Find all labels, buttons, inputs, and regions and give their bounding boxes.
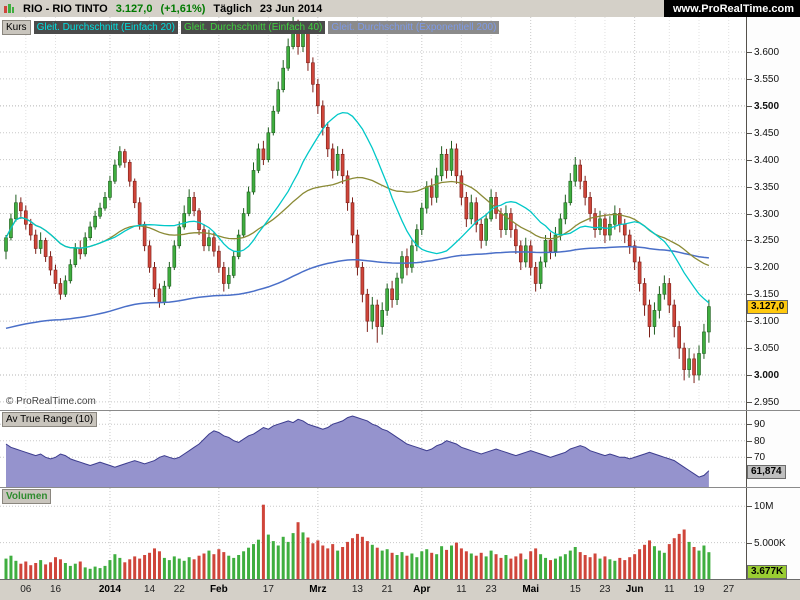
atr-chart-canvas[interactable]: [0, 411, 746, 487]
volume-label[interactable]: Volumen: [2, 489, 52, 504]
x-axis-tick: 14: [143, 584, 156, 595]
price-axis-tick: 3.450: [747, 127, 780, 139]
x-axis-tick: 27: [723, 584, 735, 595]
date-label: 23 Jun 2014: [259, 2, 323, 15]
timeframe-label: Täglich: [213, 2, 252, 15]
symbol-title: RIO - RIO TINTO: [23, 2, 108, 15]
watermark: © ProRealTime.com: [6, 396, 96, 407]
x-axis-tick: Apr: [413, 584, 431, 595]
kurs-label[interactable]: Kurs: [2, 20, 31, 35]
price-axis-tick: 3.100: [747, 316, 780, 328]
time-axis[interactable]: 06 16 2014 14 22 Feb 17 Mrz 13 21 Apr 11 23 Mai 15 23 Ju…: [0, 579, 800, 600]
price-change: (+1,61%): [160, 2, 206, 15]
volume-axis-tick: 5.000K: [747, 537, 786, 549]
x-axis-tick: Feb: [209, 584, 228, 595]
price-axis-tick: 3.050: [747, 343, 780, 355]
x-axis-tick: 15: [569, 584, 581, 595]
volume-axis[interactable]: 3.677K 10M 5.000K: [746, 488, 800, 579]
x-axis-tick: 21: [381, 584, 393, 595]
price-axis-tick: 3.350: [747, 181, 780, 193]
price-axis-tick: 2.950: [747, 396, 780, 408]
indicator-label-ema200[interactable]: Gleit. Durchschnitt (Exponentiell 200): [328, 21, 500, 34]
price-axis-tick: 3.500: [747, 100, 780, 112]
x-axis-tick: Mai: [522, 584, 540, 595]
price-axis[interactable]: 3.127,0 3.600 3.550 3.500 3.450 3.400 3.350 3.…: [746, 17, 800, 410]
price-chart-canvas[interactable]: [0, 17, 746, 410]
price-axis-tick: 3.600: [747, 46, 780, 58]
x-axis-tick: 11: [664, 584, 675, 595]
price-axis-tick: 3.300: [747, 208, 780, 220]
chart-icon: [3, 3, 15, 15]
x-axis-tick: Mrz: [309, 584, 327, 595]
indicator-chips-row: Kurs Gleit. Durchschnitt (Einfach 20) Gle…: [2, 20, 500, 35]
ma-chips: Gleit. Durchschnitt (Einfach 20) Gleit. D…: [33, 21, 500, 34]
atr-label[interactable]: Av True Range (10): [2, 412, 98, 427]
prorealtime-url: www.ProRealTime.com: [663, 0, 800, 17]
x-axis-tick: 19: [693, 584, 705, 595]
x-axis-tick: 23: [485, 584, 497, 595]
price-axis-tick: 3.200: [747, 262, 780, 274]
volume-chart-canvas[interactable]: [0, 488, 746, 579]
price-axis-tick: 3.250: [747, 235, 780, 247]
x-axis-tick: 06: [20, 584, 32, 595]
atr-axis-tick: 80: [747, 435, 766, 447]
atr-axis-tick: 90: [747, 419, 766, 431]
title-bar: RIO - RIO TINTO 3.127,0 (+1,61%) Täglich…: [0, 0, 800, 18]
atr-panel[interactable]: [0, 411, 746, 487]
panel-separator: [0, 487, 800, 488]
price-axis-tick: 3.400: [747, 154, 780, 166]
volume-panel[interactable]: [0, 488, 746, 579]
indicator-label-sma20[interactable]: Gleit. Durchschnitt (Einfach 20): [33, 21, 178, 34]
x-axis-tick: 2014: [98, 584, 122, 595]
x-axis-tick: 17: [262, 584, 274, 595]
volume-axis-tick: 10M: [747, 501, 774, 513]
x-axis-tick: 22: [173, 584, 185, 595]
x-axis-tick: 23: [599, 584, 611, 595]
atr-value-badge: 61,874: [747, 464, 786, 479]
price-axis-tick: 3.000: [747, 370, 780, 381]
last-price-badge: 3.127,0: [747, 299, 789, 314]
x-axis-tick: 11: [456, 584, 467, 595]
x-axis-tick: 16: [49, 584, 62, 595]
atr-axis[interactable]: 61,874 90 80 70: [746, 411, 800, 487]
volume-value-badge: 3.677K: [747, 565, 788, 579]
indicator-label-sma40[interactable]: Gleit. Durchschnitt (Einfach 40): [180, 21, 326, 34]
price-axis-tick: 3.550: [747, 73, 780, 85]
x-axis-tick: Jun: [625, 584, 644, 595]
atr-axis-tick: 70: [747, 452, 766, 464]
panel-separator: [0, 410, 800, 411]
price-axis-tick: 3.150: [747, 289, 780, 301]
x-axis-tick: 13: [351, 584, 363, 595]
last-price: 3.127,0: [115, 2, 153, 15]
price-panel[interactable]: © ProRealTime.com: [0, 17, 746, 410]
